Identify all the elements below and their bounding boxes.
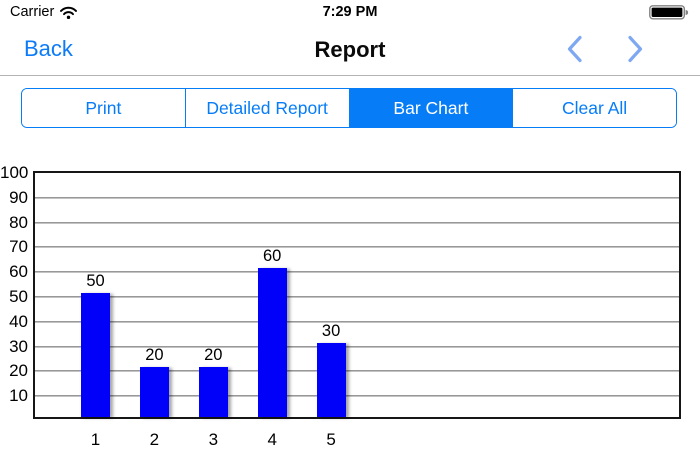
carrier-label: Carrier (10, 4, 55, 20)
bar-value-label: 30 (321, 321, 341, 340)
bar-5 (316, 342, 346, 417)
chevron-right-icon (628, 35, 643, 62)
y-axis-tick-label: 80 (9, 212, 28, 232)
segment-print[interactable]: Print (22, 89, 186, 127)
back-button[interactable]: Back (24, 36, 73, 61)
bar-value-label: 50 (86, 272, 105, 290)
bar-value-label: 20 (145, 346, 164, 365)
x-axis-tick-label: 3 (208, 430, 219, 449)
y-axis-tick-label: 20 (9, 361, 28, 381)
y-axis-tick-label: 10 (9, 386, 28, 406)
status-bar: Carrier 7:29 PM (0, 0, 700, 24)
gridline (35, 246, 679, 249)
next-page-button[interactable] (620, 32, 650, 68)
segment-detailed-report[interactable]: Detailed Report (185, 89, 350, 127)
bar-chart: 50 20 20 60 30 100 90 80 70 60 50 40 30 20 10 1 2 3 4 5 (0, 163, 700, 456)
y-axis-tick-label: 50 (9, 287, 28, 306)
gridline (35, 345, 679, 348)
bar-value-label: 60 (263, 247, 282, 266)
bar-4 (257, 268, 287, 417)
y-axis-tick-label: 100 (0, 163, 29, 182)
chart-plot-area: 50 20 20 60 30 (33, 171, 681, 419)
gridline (35, 320, 679, 323)
gridline (35, 296, 679, 298)
y-axis-tick-label: 60 (9, 262, 28, 282)
status-time: 7:29 PM (322, 4, 378, 20)
gridline (35, 370, 679, 373)
segment-bar-chart[interactable]: Bar Chart (349, 89, 514, 127)
bar-3 (198, 367, 228, 417)
gridline (35, 395, 679, 398)
nav-bar: Back Report (0, 24, 700, 76)
gridline (35, 221, 679, 224)
y-axis-tick-label: 30 (9, 336, 28, 356)
x-axis-tick-label: 4 (267, 430, 277, 449)
page-title: Report (314, 37, 386, 62)
segment-clear-all[interactable]: Clear All (513, 89, 676, 127)
chevron-left-icon (567, 35, 582, 62)
x-axis-tick-label: 5 (326, 430, 336, 449)
battery-icon (649, 5, 689, 20)
prev-page-button[interactable] (560, 32, 590, 68)
bar-2 (139, 367, 169, 417)
bar-value-label: 20 (204, 346, 223, 365)
gridline (35, 271, 679, 274)
y-axis-tick-label: 40 (9, 311, 28, 331)
x-axis-tick-label: 2 (149, 430, 160, 449)
gridline (35, 196, 679, 199)
bar-1 (81, 293, 110, 417)
segmented-control: Print Detailed Report Bar Chart Clear All (21, 88, 677, 128)
y-axis-tick-label: 90 (9, 187, 28, 207)
x-axis-tick-label: 1 (90, 430, 101, 449)
wifi-icon (60, 6, 78, 19)
y-axis-tick-label: 70 (9, 237, 28, 257)
